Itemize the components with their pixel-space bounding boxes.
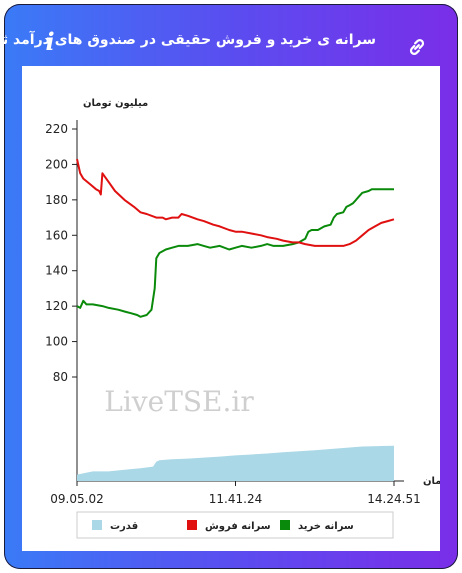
series-layer: [76, 158, 395, 481]
y-tick-label: 80: [53, 370, 68, 384]
y-tick-label: 220: [45, 122, 68, 136]
y-tick-label: 120: [45, 299, 68, 313]
legend-label: قدرت: [110, 521, 138, 532]
legend-swatch: [187, 520, 197, 530]
x-axis-label: زمان: [423, 476, 440, 487]
y-tick-label: 140: [45, 264, 68, 278]
y-tick-label: 160: [45, 228, 68, 242]
legend-swatch: [280, 520, 290, 530]
legend-box: [76, 511, 394, 539]
link-icon[interactable]: [406, 36, 428, 58]
y-tick-label: 200: [45, 157, 68, 171]
card-header: i سرانه ی خرید و فروش حقیقی در صندوق های…: [0, 4, 458, 66]
chart-svg: میلیون تومان زمان 80 100 120 140 160 180 200 220 0…: [45, 98, 447, 539]
y-tick-label: 180: [45, 193, 68, 207]
legend-label: سرانه فروش: [205, 521, 271, 532]
chart-axes: میلیون تومان زمان 80 100 120 140 160 180 200 220 0…: [45, 98, 447, 506]
series-power-area: [77, 445, 394, 481]
series-buy-line: [76, 188, 394, 318]
chart-panel: میلیون تومان زمان 80 100 120 140 160 180 200 220 0…: [22, 66, 447, 551]
x-tick-label: 14.24.51: [367, 492, 420, 506]
watermark: LiveTSE.ir: [104, 385, 254, 418]
info-icon[interactable]: i: [45, 27, 55, 56]
series-sell-line: [76, 158, 395, 247]
chart-title: سرانه ی خرید و فروش حقیقی در صندوق های د…: [0, 32, 376, 48]
x-tick-label: 11.41.24: [209, 492, 262, 506]
legend-swatch: [92, 520, 102, 530]
chart-card: i سرانه ی خرید و فروش حقیقی در صندوق های…: [0, 4, 458, 569]
legend-label: سرانه خرید: [298, 521, 354, 532]
legend: قدرت سرانه فروش سرانه خرید: [76, 511, 394, 539]
y-tick-label: 100: [45, 335, 68, 349]
y-axis-label: میلیون تومان: [83, 98, 148, 109]
x-tick-label: 09.05.02: [50, 492, 103, 506]
